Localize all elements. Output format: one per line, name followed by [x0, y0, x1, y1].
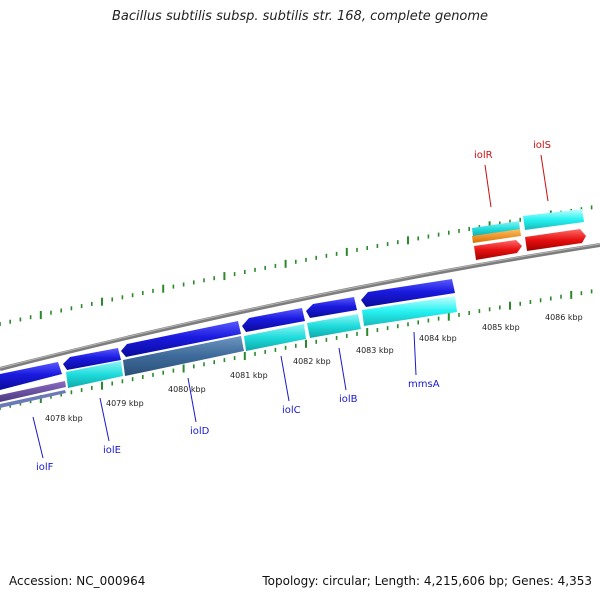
- genome-summary-text: Topology: circular; Length: 4,215,606 bp…: [262, 574, 592, 588]
- cyan-block-iolF: [0, 381, 66, 402]
- cds-arrow-iolC: [242, 308, 305, 332]
- gene-label-iolD[interactable]: iolD: [190, 426, 210, 437]
- leader-line-iolR: [484, 164, 492, 208]
- cds-arrow-iolE: [63, 348, 121, 370]
- cds-arrow-mmsA: [361, 279, 455, 307]
- gene-label-mmsA[interactable]: mmsA: [408, 379, 440, 390]
- gene-label-iolS[interactable]: iolS: [533, 140, 551, 151]
- cyan-block-iolC: [244, 324, 306, 351]
- cds-arrow-iolS: [525, 229, 586, 251]
- leader-line-iolS: [540, 154, 549, 202]
- forward-track: [472, 209, 586, 260]
- leader-line-iolC: [280, 355, 290, 402]
- gene-label-iolB[interactable]: iolB: [339, 394, 358, 405]
- reverse-cyan-track: [0, 296, 457, 408]
- scale-label: 4085 kbp: [482, 323, 520, 332]
- leader-line-iolD: [187, 377, 197, 423]
- cyan-block-iolS: [523, 209, 584, 230]
- scale-label: 4084 kbp: [419, 334, 457, 343]
- cds-arrow-iolR: [474, 240, 522, 260]
- scale-labels: 4078 kbp 4079 kbp 4080 kbp 4081 kbp 4082 kbp…: [45, 313, 583, 423]
- gene-label-iolR[interactable]: iolR: [474, 150, 493, 161]
- genome-backbone-highlight: [0, 243, 600, 369]
- lower-strip: [0, 390, 66, 408]
- genome-title: Bacillus subtilis subsp. subtilis str. 1…: [111, 9, 489, 24]
- scale-label: 4079 kbp: [106, 399, 144, 408]
- orange-block-iolR: [472, 229, 521, 243]
- cyan-block-iolR: [472, 221, 520, 237]
- cyan-block-mmsA: [362, 296, 457, 326]
- scale-label: 4083 kbp: [356, 346, 394, 355]
- reverse-cds-track: [0, 279, 455, 390]
- leader-line-iolE: [99, 397, 110, 442]
- cds-arrow-iolB: [306, 297, 357, 318]
- gene-label-iolC[interactable]: iolC: [282, 405, 301, 416]
- scale-label: 4080 kbp: [168, 385, 206, 394]
- scale-label: 4081 kbp: [230, 371, 268, 380]
- genome-backbone: [0, 243, 600, 371]
- tick-row-outer: [0, 205, 593, 326]
- scale-label: 4078 kbp: [45, 414, 83, 423]
- gene-label-iolE[interactable]: iolE: [103, 445, 121, 456]
- cyan-block-iolB: [307, 314, 361, 338]
- cds-arrow-iolF: [0, 362, 62, 390]
- steel-block-iolD: [123, 336, 244, 376]
- cyan-block-iolE: [66, 361, 123, 388]
- accession-text: Accession: NC_000964: [9, 574, 146, 588]
- leader-line-iolF: [32, 416, 44, 459]
- leader-line-mmsA: [413, 331, 417, 376]
- scale-label: 4086 kbp: [545, 313, 583, 322]
- gene-labels: iolF iolE iolD iolC iolB mmsA iolR iolS: [32, 140, 551, 473]
- scale-label: 4082 kbp: [293, 357, 331, 366]
- gene-label-iolF[interactable]: iolF: [36, 462, 54, 473]
- leader-line-iolB: [338, 347, 347, 391]
- cds-arrow-iolD: [121, 321, 241, 357]
